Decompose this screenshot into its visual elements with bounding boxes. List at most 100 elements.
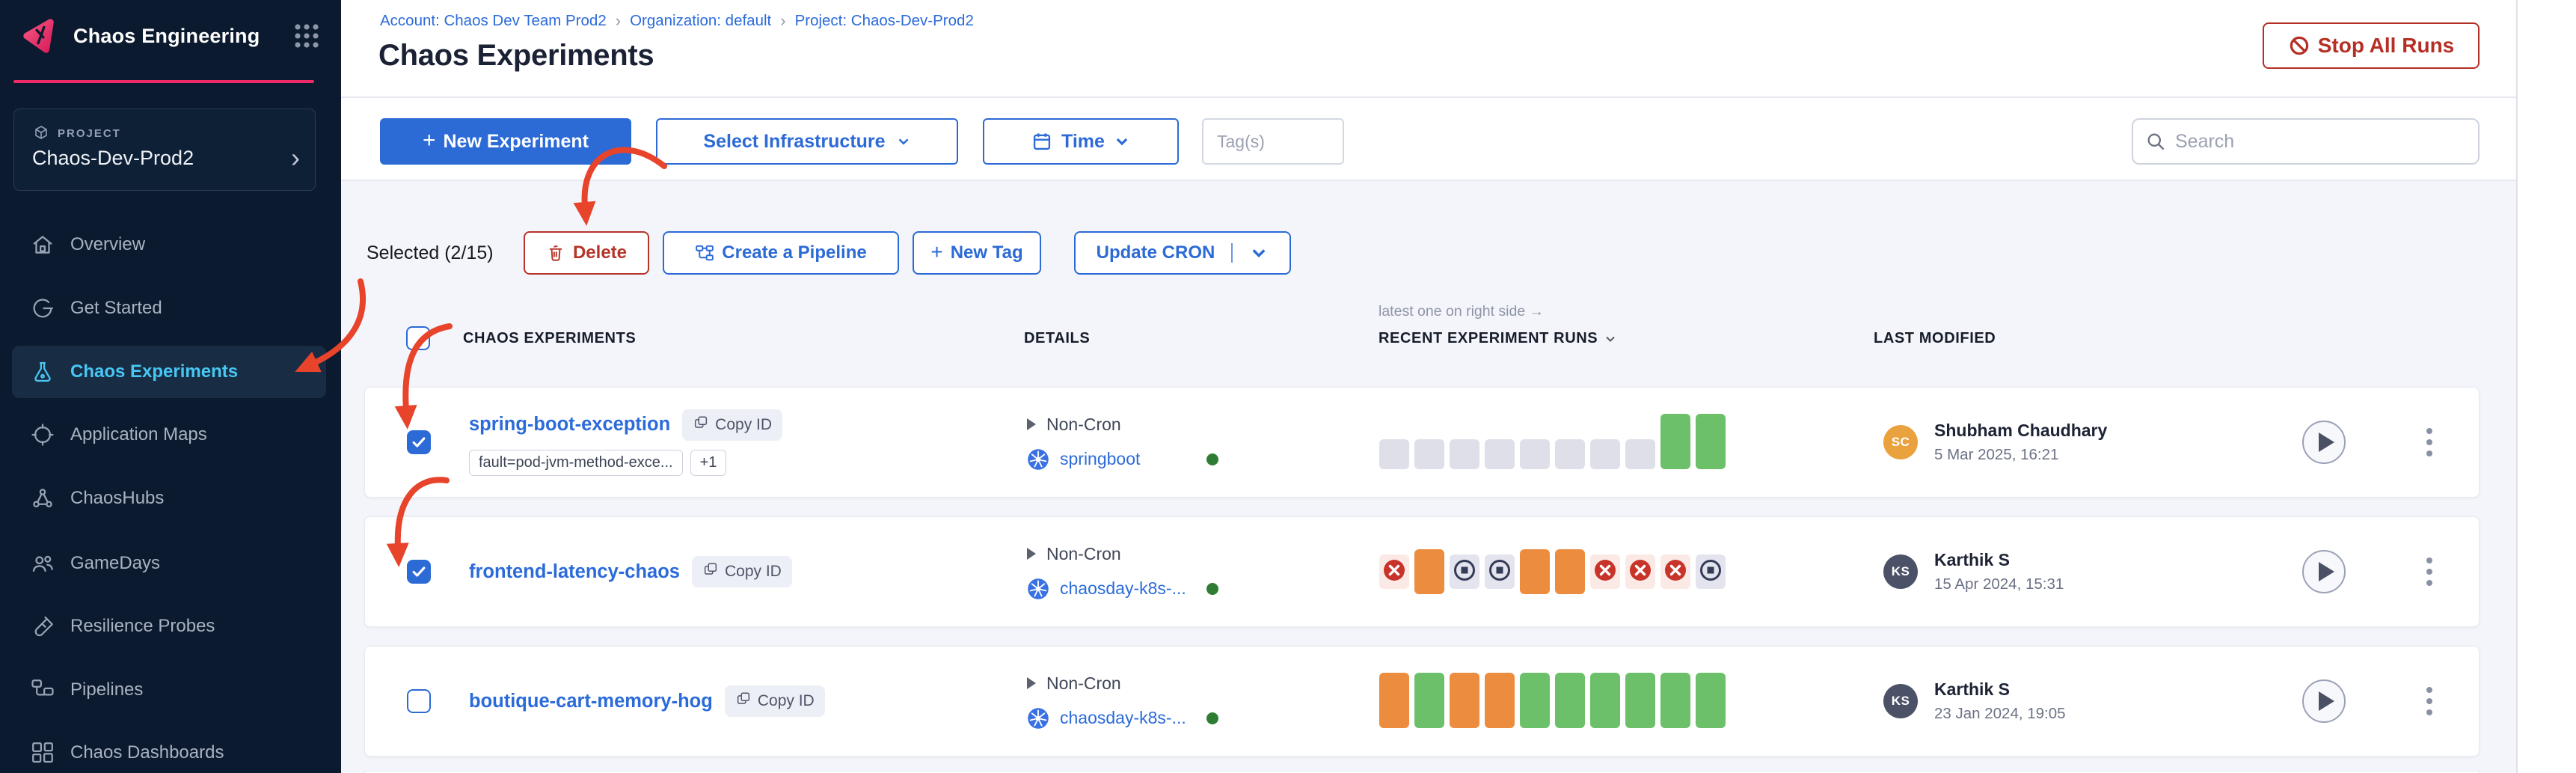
run-status-failed[interactable]: [1625, 554, 1655, 589]
run-status-failed[interactable]: [1590, 554, 1620, 589]
sidebar-item-label: Resilience Probes: [70, 616, 215, 636]
pipeline-icon: [696, 245, 714, 261]
experiment-name-link[interactable]: spring-boot-exception: [469, 414, 671, 435]
run-status-stopped[interactable]: [1450, 554, 1479, 589]
sidebar-item-chaoshubs[interactable]: ChaosHubs: [12, 472, 326, 525]
project-selector[interactable]: PROJECT Chaos-Dev-Prod2 ›: [13, 109, 316, 191]
run-status-completed[interactable]: [1520, 673, 1550, 728]
run-status-empty[interactable]: [1590, 439, 1620, 469]
run-status-completed[interactable]: [1555, 673, 1585, 728]
sidebar-item-resilience-probes[interactable]: Resilience Probes: [12, 600, 326, 653]
run-status-empty[interactable]: [1555, 439, 1585, 469]
sidebar-item-get-started[interactable]: Get Started: [12, 282, 326, 334]
create-pipeline-button[interactable]: Create a Pipeline: [663, 231, 899, 275]
schedule-type: Non-Cron: [1046, 543, 1121, 563]
copy-id-button[interactable]: Copy ID: [724, 685, 825, 717]
breadcrumb-link[interactable]: Project: Chaos-Dev-Prod2: [794, 12, 974, 29]
runs-order-note: latest one on right side →: [1379, 303, 1545, 320]
delete-button[interactable]: Delete: [524, 231, 649, 275]
sidebar-item-overview[interactable]: Overview: [12, 219, 326, 271]
sidebar-item-gamedays[interactable]: GameDays: [12, 537, 326, 590]
experiment-name-link[interactable]: frontend-latency-chaos: [469, 560, 680, 582]
tag-chip[interactable]: fault=pod-jvm-method-exce...: [469, 449, 683, 476]
kubernetes-icon: [1027, 707, 1049, 730]
column-header-last-modified: LAST MODIFIED: [1874, 330, 1996, 346]
run-status-empty[interactable]: [1414, 439, 1444, 469]
ban-icon: [2290, 36, 2308, 55]
sidebar: Chaos Engineering PROJECT Chaos-Dev-Prod…: [0, 0, 341, 773]
run-status-completed[interactable]: [1660, 414, 1690, 469]
run-experiment-button[interactable]: [2302, 421, 2346, 464]
stop-circle-icon: [1453, 559, 1476, 585]
run-status-error[interactable]: [1414, 549, 1444, 594]
tags-filter-input[interactable]: [1202, 118, 1344, 165]
run-status-failed[interactable]: [1660, 554, 1690, 589]
sidebar-item-pipelines[interactable]: Pipelines: [12, 664, 326, 716]
run-status-empty[interactable]: [1450, 439, 1479, 469]
new-experiment-button[interactable]: + New Experiment: [380, 118, 631, 165]
column-header-runs[interactable]: RECENT EXPERIMENT RUNS: [1379, 330, 1617, 347]
time-filter-dropdown[interactable]: Time: [983, 118, 1179, 165]
run-status-empty[interactable]: [1520, 439, 1550, 469]
run-status-empty[interactable]: [1379, 439, 1409, 469]
run-status-empty[interactable]: [1625, 439, 1655, 469]
project-name: Chaos-Dev-Prod2: [32, 147, 194, 169]
row-menu-kebab[interactable]: [2414, 428, 2444, 456]
tag-chip[interactable]: +1: [690, 449, 727, 476]
run-status-error[interactable]: [1379, 673, 1409, 728]
run-status-completed[interactable]: [1414, 673, 1444, 728]
recent-runs-cell: [1379, 388, 1726, 497]
brand-accent-line: [13, 80, 314, 83]
run-status-error[interactable]: [1450, 673, 1479, 728]
calendar-icon: [1033, 133, 1051, 150]
run-status-error[interactable]: [1520, 549, 1550, 594]
avatar: KS: [1883, 554, 1918, 589]
run-status-stopped[interactable]: [1696, 554, 1726, 589]
infrastructure-link[interactable]: springboot: [1060, 449, 1141, 468]
kubernetes-icon: [1027, 448, 1049, 471]
experiment-row: frontend-latency-chaos Copy ID Non-Cron …: [364, 516, 2480, 627]
copy-id-button[interactable]: Copy ID: [682, 409, 783, 441]
row-checkbox[interactable]: [407, 689, 431, 713]
breadcrumb-link[interactable]: Account: Chaos Dev Team Prod2: [380, 12, 607, 29]
new-tag-button[interactable]: + New Tag: [913, 231, 1041, 275]
run-status-completed[interactable]: [1625, 673, 1655, 728]
stop-all-runs-button[interactable]: Stop All Runs: [2263, 22, 2480, 69]
run-status-completed[interactable]: [1660, 673, 1690, 728]
select-all-checkbox[interactable]: [406, 326, 430, 350]
run-status-empty[interactable]: [1485, 439, 1515, 469]
modified-date: 23 Jan 2024, 19:05: [1934, 705, 2066, 722]
row-menu-kebab[interactable]: [2414, 687, 2444, 715]
run-status-completed[interactable]: [1696, 414, 1726, 469]
probe-icon: [30, 614, 55, 639]
run-experiment-button[interactable]: [2302, 550, 2346, 593]
run-status-failed[interactable]: [1379, 554, 1409, 589]
sidebar-item-chaos-experiments[interactable]: Chaos Experiments: [12, 346, 326, 398]
home-icon: [30, 232, 55, 257]
run-status-error[interactable]: [1555, 549, 1585, 594]
row-checkbox[interactable]: [407, 560, 431, 584]
experiment-name-link[interactable]: boutique-cart-memory-hog: [469, 690, 713, 712]
search-input[interactable]: [2175, 130, 2466, 153]
update-cron-button[interactable]: Update CRON: [1074, 231, 1291, 275]
gamedays-icon: [30, 551, 55, 576]
run-experiment-button[interactable]: [2302, 679, 2346, 723]
breadcrumb-link[interactable]: Organization: default: [630, 12, 772, 29]
brand-title: Chaos Engineering: [73, 24, 260, 47]
copy-icon: [693, 415, 709, 436]
row-checkbox[interactable]: [407, 430, 431, 454]
row-menu-kebab[interactable]: [2414, 557, 2444, 586]
sidebar-item-application-maps[interactable]: Application Maps: [12, 409, 326, 461]
select-infrastructure-dropdown[interactable]: Select Infrastructure: [656, 118, 958, 165]
module-switcher-icon[interactable]: [292, 21, 322, 51]
run-status-completed[interactable]: [1590, 673, 1620, 728]
copy-id-button[interactable]: Copy ID: [691, 556, 792, 587]
run-status-completed[interactable]: [1696, 673, 1726, 728]
kubernetes-icon: [1027, 578, 1049, 600]
infrastructure-link[interactable]: chaosday-k8s-...: [1060, 708, 1186, 727]
run-status-stopped[interactable]: [1485, 554, 1515, 589]
scrollbar-track[interactable]: [2516, 0, 2576, 773]
sidebar-item-chaos-dashboards[interactable]: Chaos Dashboards: [12, 727, 326, 773]
run-status-error[interactable]: [1485, 673, 1515, 728]
infrastructure-link[interactable]: chaosday-k8s-...: [1060, 578, 1186, 598]
